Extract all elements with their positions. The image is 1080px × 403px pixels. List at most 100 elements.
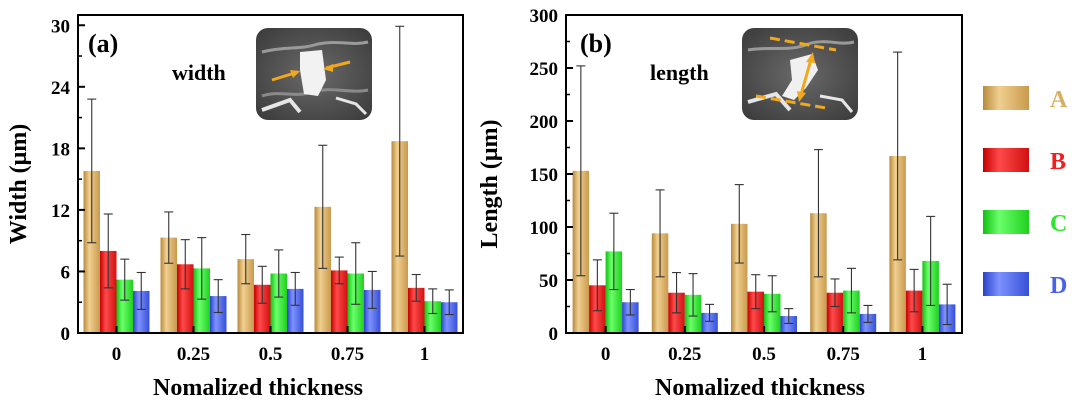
ytick-label-b-5: 250 [530,59,559,80]
legend-swatch-B [983,148,1029,172]
panel-a-xlabel: Nomalized thickness [153,375,363,401]
errorbar-a-D-2 [290,271,300,306]
ytick-label-b-1: 50 [539,271,558,292]
errorbar-a-A-3 [318,144,328,269]
bar-a-C-2 [270,273,287,333]
legend-swatch-A [983,86,1029,110]
bar-b-D-2 [780,316,797,333]
panel-b-inset-micrograph [742,28,858,120]
bar-a-D-0 [133,290,150,333]
errorbar-b-A-0 [576,65,586,277]
errorbar-b-D-1 [705,303,715,322]
xtick-label-b-3: 0.75 [827,344,860,365]
errorbar-a-C-0 [120,258,130,301]
errorbar-b-B-2 [751,274,761,310]
xtick-label-b-4: 1 [918,344,928,365]
errorbar-a-C-3 [351,242,361,305]
errorbar-a-A-2 [241,233,251,285]
panel-a-label: (a) [88,29,118,58]
errorbar-b-B-0 [592,259,602,312]
ytick-label-a-1: 6 [61,262,71,283]
bar-a-C-0 [116,279,133,333]
bar-a-D-3 [364,289,381,333]
errorbar-b-D-2 [784,308,794,325]
panel-b-inset-label: length [650,60,709,85]
bar-a-A-1 [160,237,177,333]
bar-a-A-2 [237,259,254,333]
errorbar-a-D-0 [136,271,146,310]
bar-b-D-1 [701,312,718,333]
panel-b: Length (μm) Nomalized thickness (b) leng… [477,6,963,401]
errorbar-b-C-0 [609,212,619,291]
legend: A B C D [983,86,1068,299]
errorbar-b-A-2 [734,184,744,264]
errorbar-a-B-3 [334,256,344,285]
legend-label-C: C [1050,211,1067,237]
errorbar-b-C-3 [846,267,856,314]
bar-a-A-3 [314,206,331,333]
bar-a-C-4 [424,301,441,333]
bar-a-B-3 [331,270,348,333]
errorbar-b-A-1 [655,189,665,278]
bar-a-D-2 [287,288,304,333]
errorbar-b-B-1 [672,272,682,314]
errorbar-a-D-4 [444,289,454,316]
errorbar-a-B-2 [257,265,267,304]
ytick-label-b-4: 200 [530,112,559,133]
xtick-label-a-4: 1 [420,344,430,365]
bar-a-A-0 [83,170,100,333]
errorbar-a-C-4 [428,288,438,315]
panel-a-inset-label: width [172,60,226,85]
panel-a-ylabel: Width (μm) [6,124,32,245]
errorbar-b-D-4 [942,283,952,326]
xtick-label-a-3: 0.75 [331,344,364,365]
xtick-label-b-2: 0.5 [752,344,776,365]
errorbar-b-A-3 [813,149,823,278]
errorbar-a-A-0 [87,98,97,244]
bar-a-B-1 [177,264,194,333]
ytick-label-a-5: 30 [51,16,70,37]
bar-a-C-1 [193,268,210,333]
panel-a-plot: 0 6 12 18 24 30 0 0.25 0.5 0.75 1 [51,14,464,365]
ytick-label-b-3: 150 [530,165,559,186]
errorbar-b-C-4 [926,215,936,306]
errorbar-b-B-3 [830,278,840,308]
errorbar-a-B-4 [411,273,421,302]
panel-b-xlabel: Nomalized thickness [655,375,865,401]
ytick-label-b-6: 300 [530,6,559,27]
legend-label-D: D [1050,273,1067,299]
ytick-label-a-4: 24 [51,78,71,99]
legend-label-B: B [1050,149,1066,175]
ytick-label-a-3: 18 [51,139,70,160]
xtick-label-a-2: 0.5 [259,344,283,365]
xtick-label-a-0: 0 [112,344,122,365]
errorbar-b-D-3 [863,304,873,323]
xtick-label-b-0: 0 [601,344,611,365]
ytick-label-a-2: 12 [51,201,70,222]
ytick-label-a-0: 0 [61,324,71,345]
xtick-label-a-1: 0.25 [177,344,210,365]
ytick-label-b-0: 0 [549,324,559,345]
bar-b-A-2 [731,223,748,333]
errorbar-a-B-0 [103,213,113,289]
bar-b-C-2 [764,293,781,333]
errorbar-b-B-4 [909,268,919,313]
legend-swatch-D [983,272,1029,296]
errorbar-b-A-4 [893,51,903,261]
bar-a-B-4 [408,287,425,333]
errorbar-a-C-1 [197,237,207,300]
errorbar-b-D-0 [625,288,635,316]
bar-a-D-4 [441,302,458,333]
bar-b-C-0 [605,251,623,333]
bar-b-B-3 [826,292,844,333]
errorbar-a-A-4 [395,25,405,257]
legend-label-A: A [1050,87,1068,113]
errorbar-a-A-1 [164,211,174,264]
bar-b-A-1 [651,233,669,333]
bar-b-D-0 [622,302,639,333]
errorbar-b-C-2 [767,275,777,313]
bar-b-D-3 [859,313,877,333]
errorbar-a-D-1 [213,279,223,314]
ytick-label-b-2: 100 [530,218,559,239]
bar-a-D-1 [210,296,227,333]
